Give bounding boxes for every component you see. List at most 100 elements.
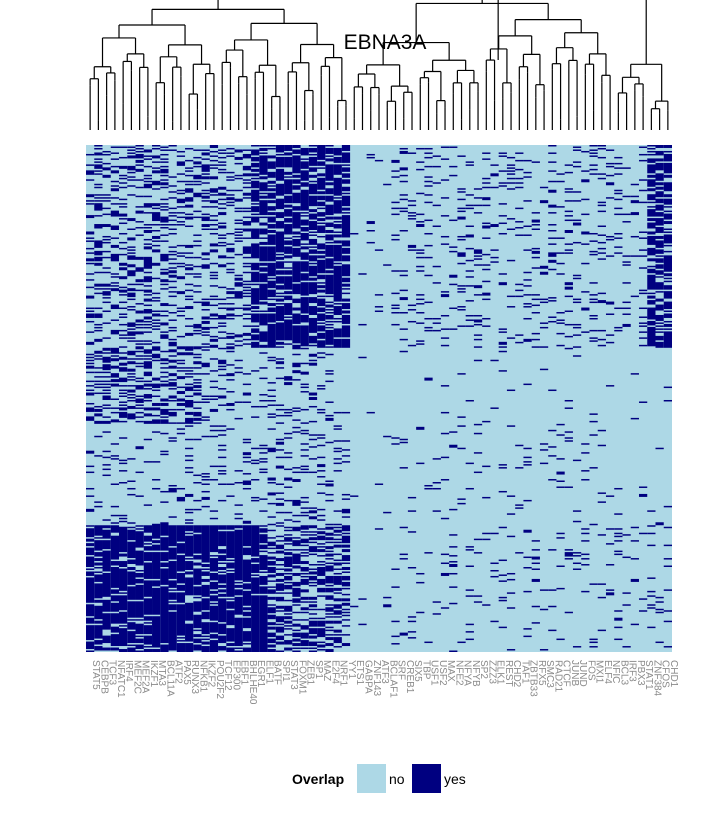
heatmap-cell-yes xyxy=(622,556,631,559)
heatmap-cell-yes xyxy=(242,262,252,265)
column-label: SRF xyxy=(396,660,407,680)
heatmap-cell-yes xyxy=(143,224,153,226)
heatmap-cell-yes xyxy=(498,464,507,466)
heatmap-cell-yes xyxy=(317,313,326,321)
heatmap-cell-yes xyxy=(614,167,623,169)
heatmap-cell-yes xyxy=(152,353,161,359)
heatmap-cell-yes xyxy=(119,213,128,217)
heatmap-cell-yes xyxy=(614,246,623,248)
heatmap-cell-yes xyxy=(597,292,606,295)
heatmap-cell-yes xyxy=(506,188,516,190)
heatmap-cell-yes xyxy=(259,534,268,544)
heatmap-cell-yes xyxy=(185,267,194,271)
heatmap-cell-yes xyxy=(284,270,293,275)
heatmap-cell-yes xyxy=(267,492,276,496)
heatmap-cell-yes xyxy=(308,317,318,333)
heatmap-cell-yes xyxy=(242,221,252,226)
heatmap-cell-yes xyxy=(143,289,153,293)
heatmap-cell-yes xyxy=(300,567,309,572)
heatmap-cell-yes xyxy=(341,567,351,570)
heatmap-cell-yes xyxy=(523,225,532,228)
heatmap-cell-yes xyxy=(135,420,144,423)
heatmap-cell-yes xyxy=(185,295,194,298)
heatmap-cell-yes xyxy=(341,532,351,535)
heatmap-cell-yes xyxy=(259,352,268,354)
heatmap-cell-yes xyxy=(102,416,111,418)
heatmap-cell-yes xyxy=(300,391,309,393)
heatmap-cell-yes xyxy=(102,267,111,269)
heatmap-cell-yes xyxy=(399,210,408,213)
heatmap-cell-yes xyxy=(209,429,219,432)
heatmap-cell-yes xyxy=(226,147,235,150)
heatmap-cell-yes xyxy=(135,343,144,345)
heatmap-cell-yes xyxy=(110,146,120,148)
heatmap-cell-yes xyxy=(86,371,95,374)
heatmap-cell-yes xyxy=(267,171,276,178)
heatmap-cell-yes xyxy=(622,604,631,606)
heatmap-cell-yes xyxy=(259,461,268,463)
heatmap-cell-yes xyxy=(176,362,186,365)
heatmap-cell-yes xyxy=(498,273,507,275)
heatmap-cell-yes xyxy=(292,313,301,324)
heatmap-cell-yes xyxy=(317,235,326,238)
heatmap-cell-yes xyxy=(663,231,672,233)
heatmap-cell-yes xyxy=(185,493,194,497)
heatmap-cell-yes xyxy=(440,337,450,339)
heatmap-cell-yes xyxy=(663,565,672,567)
heatmap-cell-yes xyxy=(531,161,540,163)
heatmap-cell-yes xyxy=(185,386,194,392)
heatmap-cell-yes xyxy=(143,552,153,562)
heatmap-cell-yes xyxy=(102,572,111,597)
heatmap-cell-yes xyxy=(209,188,219,193)
heatmap-cell-yes xyxy=(267,395,276,398)
heatmap-cell-yes xyxy=(86,365,95,369)
heatmap-cell-yes xyxy=(556,237,565,239)
heatmap-cell-yes xyxy=(308,183,318,195)
heatmap-cell-yes xyxy=(143,276,153,283)
heatmap-cell-yes xyxy=(209,581,219,590)
heatmap-cell-yes xyxy=(300,589,309,593)
heatmap-cell-yes xyxy=(135,572,144,578)
heatmap-cell-yes xyxy=(506,164,516,166)
heatmap-cell-yes xyxy=(259,444,268,447)
heatmap-cell-yes xyxy=(333,447,342,450)
heatmap-cell-yes xyxy=(119,165,128,169)
heatmap-cell-yes xyxy=(275,153,285,156)
heatmap-cell-yes xyxy=(531,224,540,226)
heatmap-cell-yes xyxy=(333,526,342,529)
heatmap-cell-yes xyxy=(663,255,672,272)
heatmap-cell-yes xyxy=(556,486,565,488)
heatmap-cell-yes xyxy=(473,552,483,554)
heatmap-cell-yes xyxy=(308,231,318,233)
heatmap-cell-yes xyxy=(655,249,664,254)
heatmap-cell-yes xyxy=(160,358,169,362)
heatmap-cell-yes xyxy=(449,546,458,548)
heatmap-cell-yes xyxy=(185,577,194,596)
heatmap-cell-yes xyxy=(152,147,161,150)
heatmap-cell-yes xyxy=(383,604,392,608)
heatmap-cell-yes xyxy=(622,221,631,223)
heatmap-cell-yes xyxy=(416,224,425,228)
heatmap-cell-yes xyxy=(341,555,351,562)
heatmap-cell-yes xyxy=(515,295,524,298)
heatmap-cell-yes xyxy=(424,219,433,222)
column-label: STAT3 xyxy=(288,660,299,690)
heatmap-cell-yes xyxy=(127,529,136,541)
heatmap-cell-yes xyxy=(432,204,441,207)
heatmap-cell-yes xyxy=(308,265,318,277)
heatmap-cell-yes xyxy=(399,270,408,272)
heatmap-cell-yes xyxy=(564,431,573,433)
heatmap-cell-yes xyxy=(284,511,293,514)
heatmap-cell-yes xyxy=(201,584,210,597)
heatmap-cell-yes xyxy=(185,399,194,408)
heatmap-cell-yes xyxy=(242,456,252,459)
heatmap-cell-yes xyxy=(506,156,516,159)
heatmap-cell-yes xyxy=(341,611,351,614)
heatmap-cell-yes xyxy=(490,562,499,565)
heatmap-cell-yes xyxy=(589,282,598,284)
heatmap-cell-yes xyxy=(548,389,557,392)
heatmap-cell-yes xyxy=(185,352,194,356)
heatmap-cell-yes xyxy=(317,483,326,485)
heatmap-cell-yes xyxy=(465,247,474,250)
heatmap-cell-yes xyxy=(284,240,293,245)
